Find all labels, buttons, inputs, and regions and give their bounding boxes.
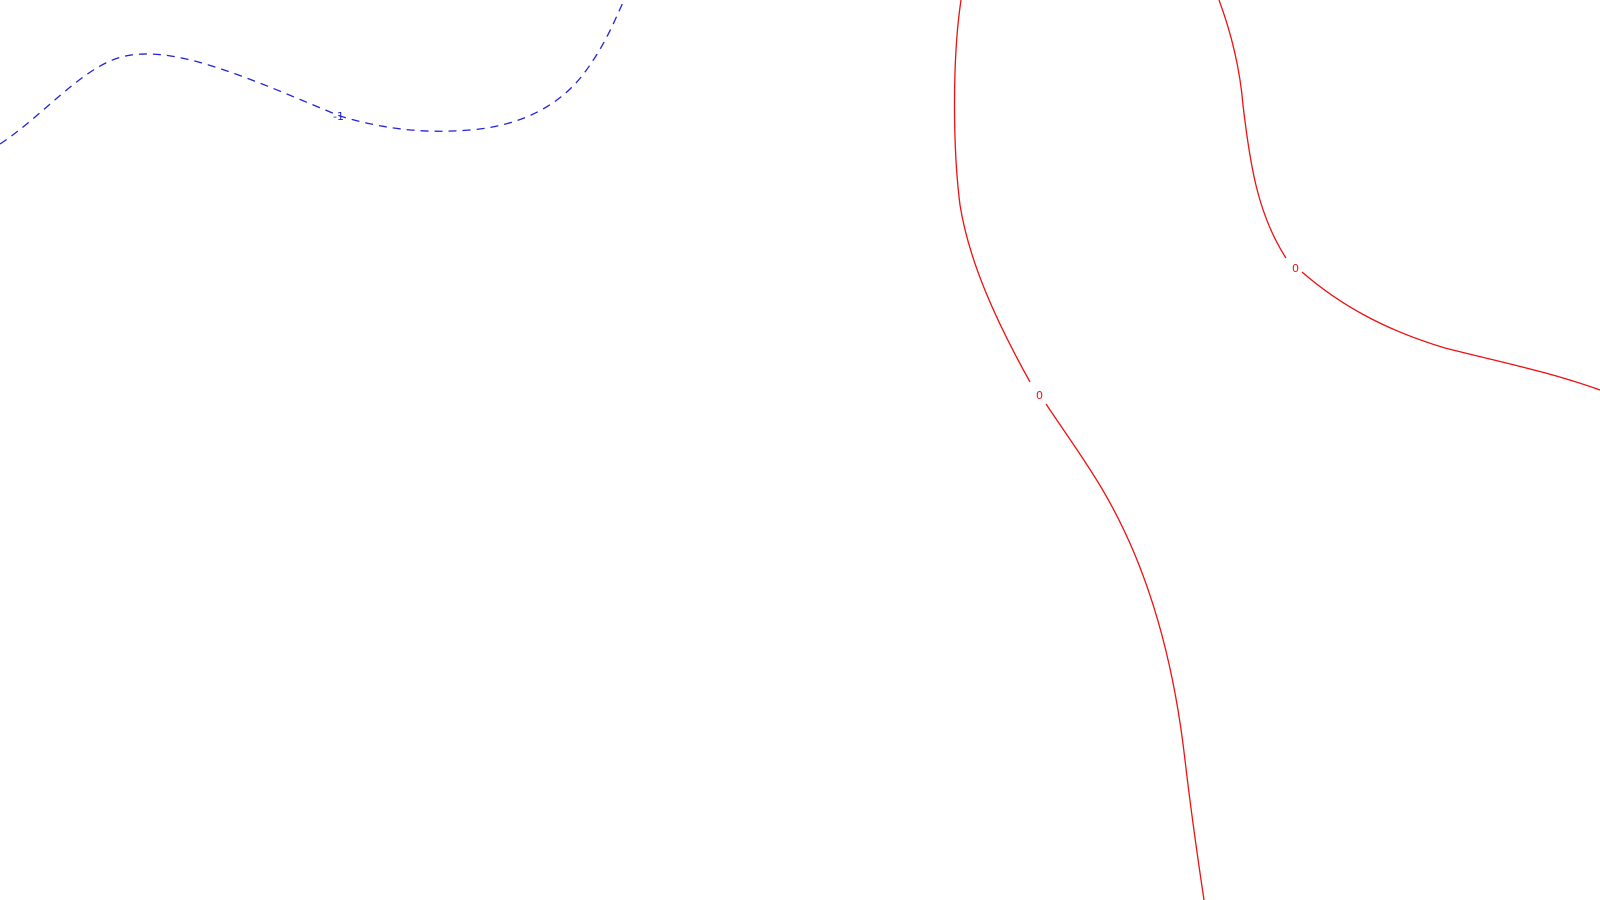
contour-line-zero-left (953, 0, 1031, 383)
contour-line-zero-right-lower (1301, 271, 1600, 391)
contour-label-negative: -1 (333, 110, 344, 123)
contour-label-zero-left: 0 (1036, 389, 1043, 402)
contour-label-zero-right: 0 (1292, 262, 1299, 275)
contour-line-zero-right (1218, 0, 1287, 259)
contour-line-zero-left-lower (1045, 403, 1205, 900)
contour-line-negative (0, 0, 625, 145)
